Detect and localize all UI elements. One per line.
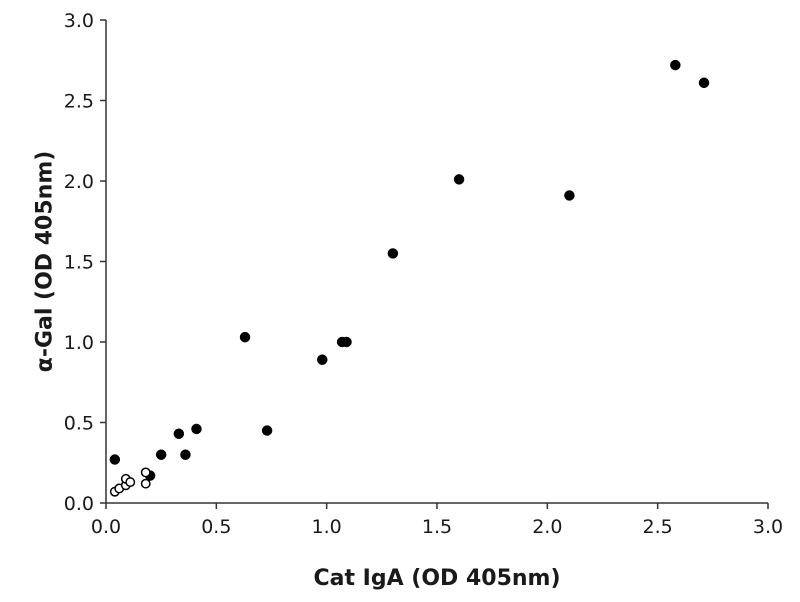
x-tick-label: 3.0 xyxy=(753,516,783,538)
y-tick-label: 2.5 xyxy=(64,91,94,113)
data-point-filled xyxy=(698,77,710,89)
data-point-open xyxy=(125,477,136,488)
data-point-filled xyxy=(173,428,185,440)
y-tick-label: 1.0 xyxy=(64,332,94,354)
y-axis-title: α-Gal (OD 405nm) xyxy=(33,151,58,373)
axes xyxy=(105,20,768,504)
data-point-filled xyxy=(261,425,273,436)
data-point-filled xyxy=(453,174,465,185)
x-tick-label: 2.0 xyxy=(532,516,562,538)
data-point-filled xyxy=(191,423,202,435)
x-tick-label: 0.5 xyxy=(201,516,231,538)
data-point-filled xyxy=(341,336,352,348)
x-axis-ticks: 0.0 0.5 1.0 1.5 2.0 2.5 3.0 xyxy=(91,503,783,538)
x-tick-label: 0.0 xyxy=(91,516,121,538)
data-point-open xyxy=(140,478,151,489)
y-tick-label: 0.5 xyxy=(64,413,94,435)
x-tick-label: 1.0 xyxy=(312,516,342,538)
data-point-filled xyxy=(180,449,191,460)
x-tick-label: 1.5 xyxy=(422,516,452,538)
x-axis-title: Cat IgA (OD 405nm) xyxy=(313,566,560,591)
y-tick-label: 2.0 xyxy=(64,171,94,193)
y-tick-label: 3.0 xyxy=(64,10,94,32)
data-point-filled xyxy=(109,454,121,465)
x-tick-label: 2.5 xyxy=(643,516,673,538)
y-tick-label: 0.0 xyxy=(64,493,94,515)
y-tick-label: 1.5 xyxy=(64,252,94,274)
data-point-filled xyxy=(564,190,575,201)
data-point-filled xyxy=(239,331,251,343)
y-axis-ticks: 0.0 0.5 1.0 1.5 2.0 2.5 3.0 xyxy=(64,10,106,515)
data-point-filled xyxy=(317,354,328,365)
data-point-filled xyxy=(387,248,399,259)
data-point-filled xyxy=(155,449,167,460)
data-points xyxy=(109,59,710,497)
data-point-filled xyxy=(670,59,681,71)
data-point-open xyxy=(140,467,151,478)
